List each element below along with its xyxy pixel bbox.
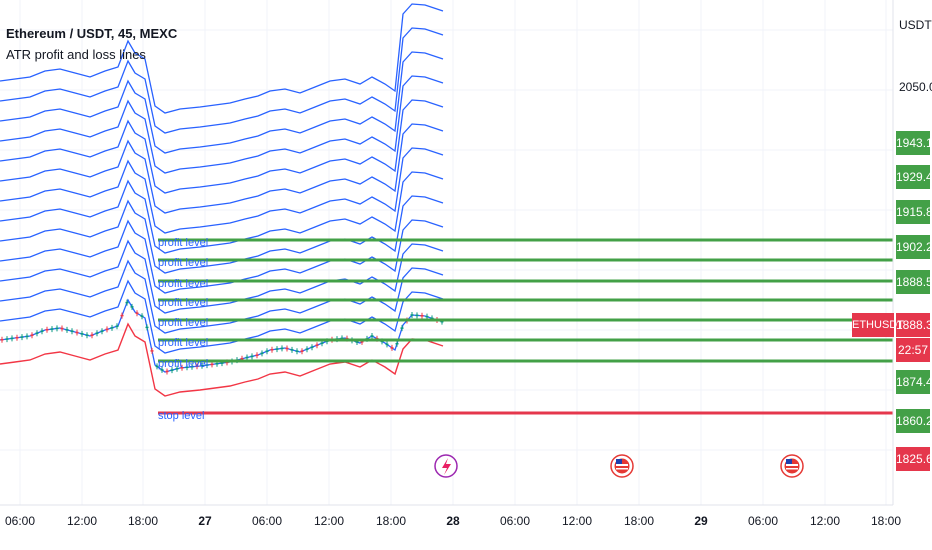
time-tick-label: 06:00 <box>4 514 36 528</box>
profit-band-line <box>0 259 444 334</box>
price-badge: 1915.86 <box>896 200 932 224</box>
level-label: profit level <box>158 297 209 309</box>
time-tick-label: 18:00 <box>375 514 407 528</box>
time-tick-label: 12:00 <box>809 514 841 528</box>
level-label: stop level <box>158 410 205 422</box>
level-label: profit level <box>158 358 209 370</box>
ticker-tag: ETHUSDT <box>852 313 904 337</box>
price-badge: 1874.42 <box>896 370 932 394</box>
time-tick-label: 06:00 <box>747 514 779 528</box>
profit-band-line <box>0 99 444 194</box>
stop-band-line <box>0 322 444 397</box>
profit-band-line <box>0 27 444 134</box>
price-badge: 1902.22 <box>896 235 932 259</box>
price-tick-label: 2050.00 <box>899 80 932 94</box>
level-label: profit level <box>158 317 209 329</box>
time-tick-label: 29 <box>694 514 708 528</box>
price-badge: 1860.26 <box>896 409 932 433</box>
flag-stripe <box>616 468 628 470</box>
time-tick-label: 12:00 <box>66 514 98 528</box>
price-badge: 1943.13 <box>896 131 932 155</box>
flag-stripe <box>786 464 798 466</box>
time-tick-label: 12:00 <box>313 514 345 528</box>
level-label: profit level <box>158 237 209 249</box>
symbol-title[interactable]: Ethereum / USDT, 45, MEXC <box>6 26 178 41</box>
time-tick-label: 28 <box>446 514 460 528</box>
bar-countdown: 22:57 <box>896 338 930 362</box>
price-badge: 1888.58 <box>896 270 932 294</box>
price-badge: 1825.65 <box>896 447 932 471</box>
chart-grid <box>0 0 893 505</box>
indicator-title[interactable]: ATR profit and loss lines <box>6 47 146 62</box>
lightning-icon <box>442 458 451 475</box>
profit-band-line <box>0 75 444 174</box>
currency-label: USDT <box>899 18 932 32</box>
level-lines <box>158 238 893 415</box>
time-tick-label: 27 <box>198 514 212 528</box>
flag-stripe <box>786 468 798 470</box>
flag-stripe <box>616 464 628 466</box>
time-tick-label: 06:00 <box>251 514 283 528</box>
profit-band-line <box>0 51 444 154</box>
time-tick-label: 18:00 <box>870 514 902 528</box>
time-tick-label: 12:00 <box>561 514 593 528</box>
flag-canton <box>786 459 792 464</box>
time-tick-label: 18:00 <box>127 514 159 528</box>
profit-band-line <box>0 171 444 254</box>
time-tick-label: 18:00 <box>623 514 655 528</box>
level-label: profit level <box>158 257 209 269</box>
event-markers <box>434 454 804 478</box>
level-label: profit level <box>158 278 209 290</box>
profit-band-line <box>0 147 444 234</box>
profit-band-line <box>0 123 444 214</box>
profit-band-line <box>0 239 444 314</box>
level-label: profit level <box>158 337 209 349</box>
profit-band-line <box>0 3 444 114</box>
time-tick-label: 06:00 <box>499 514 531 528</box>
price-badge: 1929.49 <box>896 165 932 189</box>
flag-canton <box>616 459 622 464</box>
price-badge: 1888.34 <box>896 313 932 337</box>
profit-band-line <box>0 279 444 354</box>
